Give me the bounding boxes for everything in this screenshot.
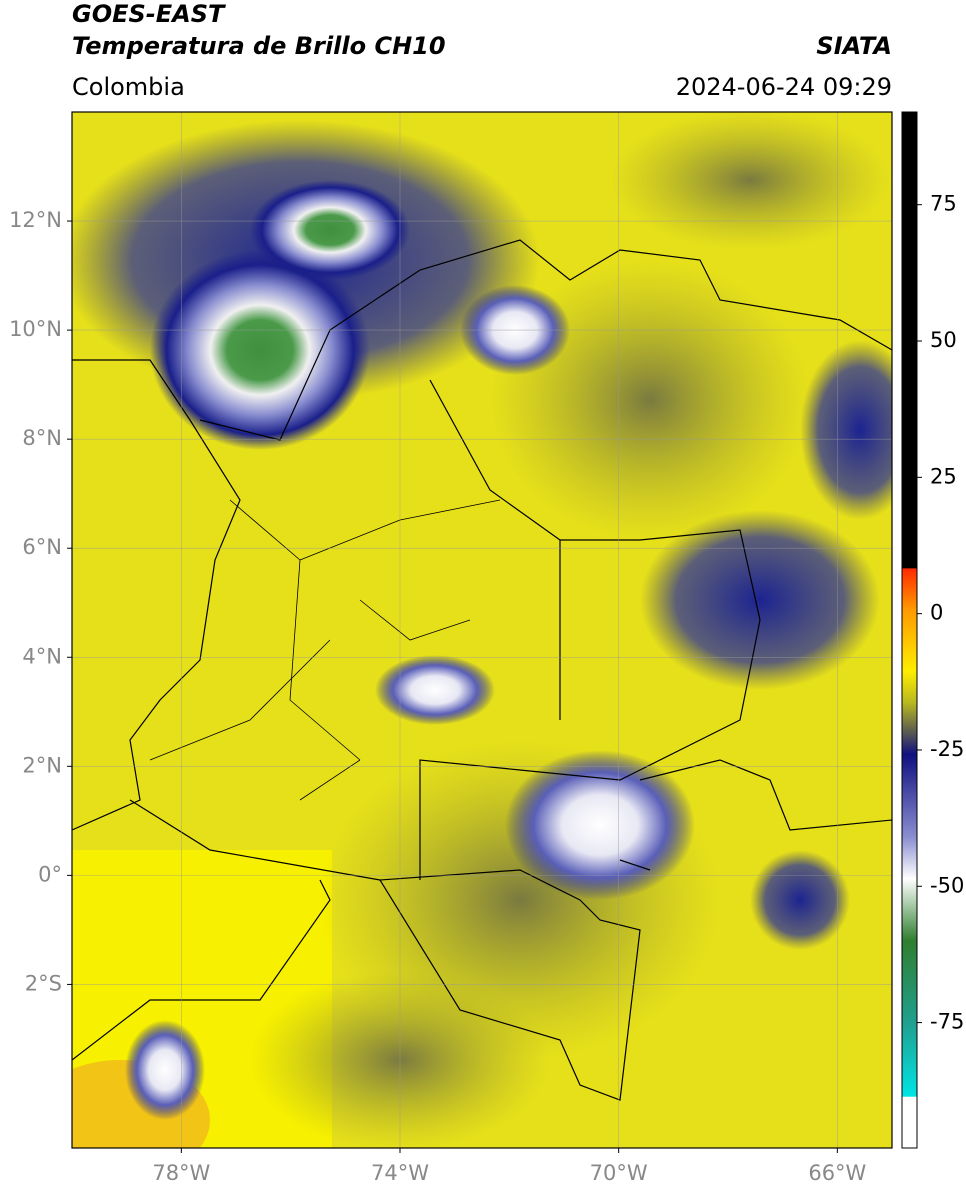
lon-tick-label: 70°W <box>590 1161 648 1185</box>
colorbar-tick-label: 50 <box>930 328 957 352</box>
lat-tick-label: 0° <box>38 862 62 886</box>
lon-tick-label: 66°W <box>808 1161 866 1185</box>
map-frame <box>71 111 893 1149</box>
colorbar-tick-label: 25 <box>930 464 957 488</box>
lat-tick-label: 2°N <box>22 753 62 777</box>
colorbar-tick-label: -75 <box>930 1010 964 1034</box>
lat-tick-label: 12°N <box>9 208 62 232</box>
colorbar-tick-label: 75 <box>930 192 957 216</box>
satellite-image <box>72 112 892 1148</box>
source: SIATA <box>816 32 892 60</box>
lat-tick-label: 8°N <box>22 426 62 450</box>
colorbar-tick-label: -50 <box>930 873 964 897</box>
subtitle: Temperatura de Brillo CH10 <box>72 32 446 60</box>
lon-tick-label: 78°W <box>152 1161 210 1185</box>
lat-tick-label: 6°N <box>22 535 62 559</box>
lat-tick-label: 4°N <box>22 644 62 668</box>
colorbar <box>901 111 918 1149</box>
colorbar-tick-label: -25 <box>930 737 964 761</box>
region: Colombia <box>72 73 185 101</box>
lon-tick-label: 74°W <box>371 1161 429 1185</box>
lat-tick-label: 2°S <box>25 971 62 995</box>
datetime: 2024-06-24 09:29 <box>676 73 892 101</box>
colorbar-tick-label: 0 <box>930 601 943 625</box>
lat-tick-label: 10°N <box>9 317 62 341</box>
title: GOES-EAST <box>72 0 226 28</box>
